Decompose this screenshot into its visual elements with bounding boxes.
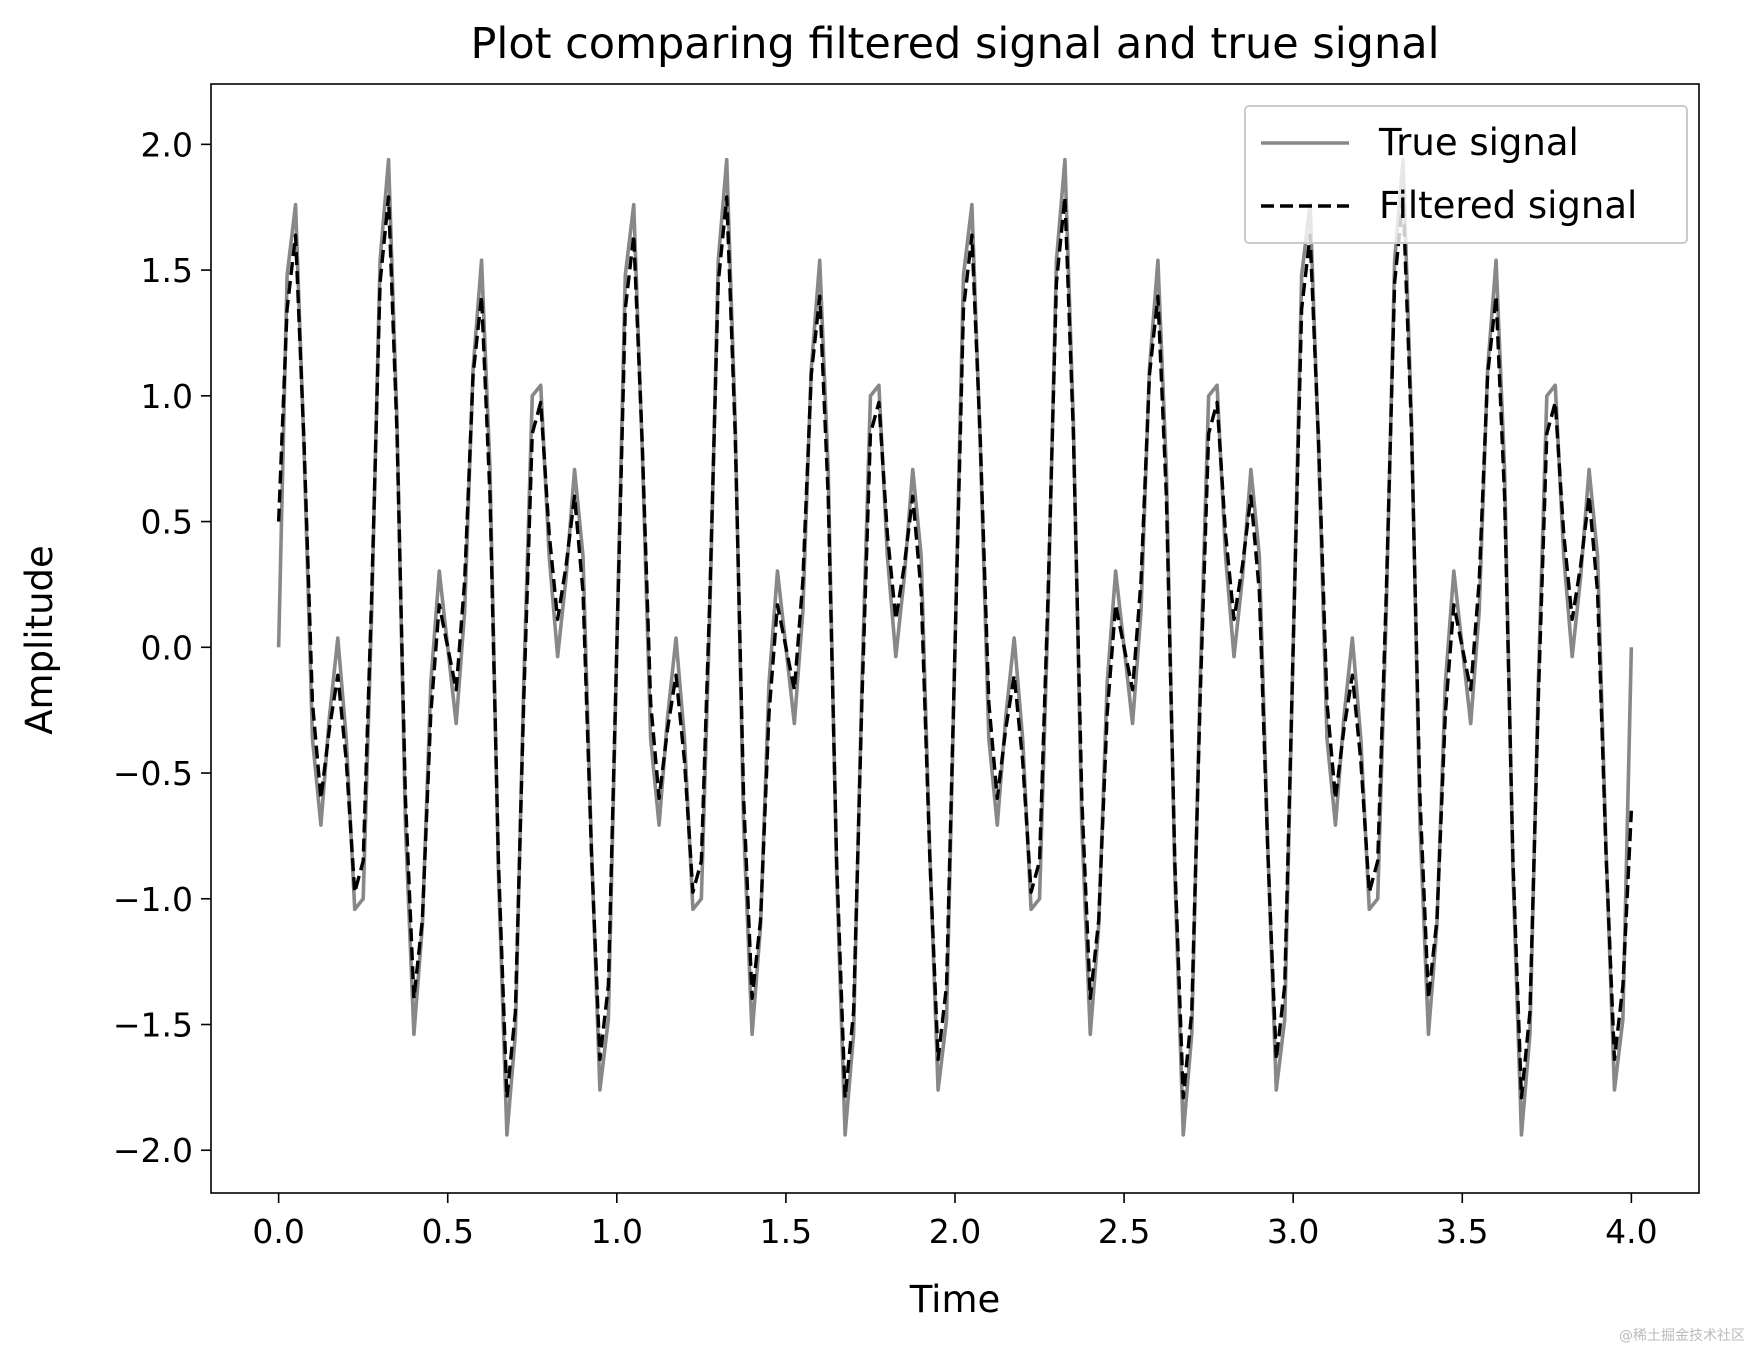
x-tick-label: 3.5 [1436,1212,1488,1251]
watermark: @稀土掘金技术社区 [1619,1328,1745,1344]
plot-frame [210,83,1700,1194]
y-tick-label: 0.0 [141,628,193,667]
y-axis-label: Amplitude [18,545,61,735]
x-tick-label: 1.5 [760,1212,812,1251]
x-axis-label: Time [909,1278,1001,1321]
legend-box [1244,105,1688,244]
y-tick-label: −0.5 [113,754,193,793]
x-tick-label: 2.5 [1098,1212,1150,1251]
legend-label: Filtered signal [1379,184,1637,227]
x-tick-label: 0.0 [252,1212,304,1251]
chart-title: Plot comparing filtered signal and true … [470,19,1439,69]
y-tick-label: −1.5 [113,1006,193,1045]
x-tick-label: 4.0 [1605,1212,1657,1251]
y-tick-label: 1.5 [141,251,193,290]
x-tick-label: 2.0 [929,1212,981,1251]
y-tick-label: 0.5 [141,503,193,542]
x-tick-label: 1.0 [591,1212,643,1251]
x-tick-label: 3.0 [1267,1212,1319,1251]
legend-label: True signal [1378,121,1579,164]
y-tick-label: 1.0 [141,377,193,416]
x-tick-label: 0.5 [421,1212,473,1251]
y-tick-label: 2.0 [141,125,193,164]
y-tick-label: −1.0 [113,880,193,919]
y-tick-label: −2.0 [113,1131,193,1170]
